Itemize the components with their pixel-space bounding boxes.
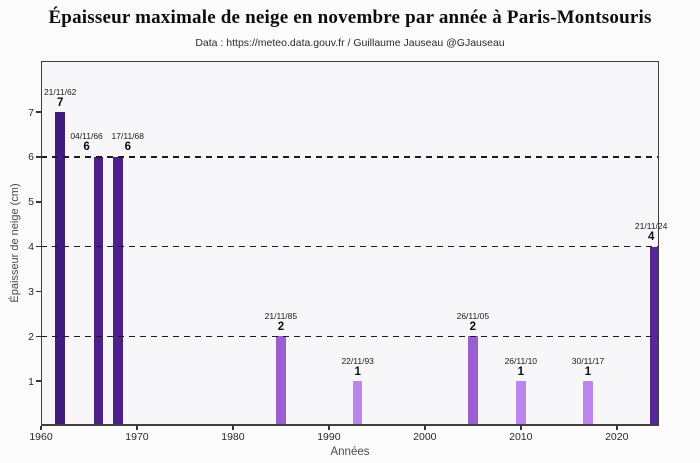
- y-tick-label-5: 5: [28, 196, 34, 209]
- gridline-y4: [41, 245, 659, 248]
- x-tick-1980: [232, 426, 234, 430]
- y-tick-label-1: 1: [28, 375, 34, 388]
- bar-date-label-1966: 04/11/66: [70, 131, 103, 142]
- bar-1968: [112, 156, 123, 426]
- y-tick-label-7: 7: [28, 106, 34, 119]
- y-tick-label-3: 3: [28, 285, 34, 298]
- x-axis-title: Années: [330, 446, 370, 458]
- x-tick-label-1980: 1980: [221, 431, 245, 443]
- x-tick-1960: [40, 426, 42, 430]
- y-tick-label-2: 2: [28, 330, 34, 343]
- bar-value-label-2005: 2: [469, 320, 477, 333]
- x-tick-label-2010: 2010: [509, 431, 533, 443]
- chart-title: Épaisseur maximale de neige en novembre …: [48, 7, 652, 28]
- y-tick-6: [36, 156, 41, 158]
- gridline-y2: [41, 335, 659, 338]
- bar-value-label-2010: 1: [517, 365, 525, 378]
- x-tick-2000: [424, 426, 426, 430]
- y-tick-4: [36, 245, 41, 248]
- x-tick-1970: [136, 426, 138, 430]
- bar-value-label-2024: 4: [647, 231, 655, 244]
- bar-value-label-2017: 1: [584, 365, 592, 378]
- x-tick-label-1990: 1990: [317, 431, 341, 443]
- x-tick-label-2000: 2000: [413, 431, 437, 443]
- x-tick-2010: [520, 426, 522, 430]
- y-tick-1: [36, 380, 41, 382]
- plot-area: 7 21/11/62 6 04/11/66 6 17/11/68 2 21/11/85 1 22/…: [41, 61, 667, 426]
- y-tick-7: [36, 111, 41, 113]
- y-tick-label-6: 6: [28, 151, 34, 164]
- bar-2010: [516, 381, 526, 426]
- y-tick-label-4: 4: [28, 241, 34, 254]
- bar-1993: [352, 381, 363, 426]
- y-tick-3: [36, 290, 41, 293]
- y-tick-2: [36, 335, 41, 338]
- x-tick-label-1960: 1960: [29, 431, 53, 443]
- bar-date-label-2024: 21/11/24: [634, 221, 668, 232]
- y-tick-5: [36, 201, 41, 203]
- bar-date-label-2010: 26/11/10: [504, 355, 538, 366]
- bar-date-label-1993: 22/11/93: [341, 355, 374, 366]
- bar-date-label-2017: 30/11/17: [571, 355, 605, 366]
- x-tick-2020: [616, 426, 618, 430]
- bar-value-label-1966: 6: [83, 141, 90, 154]
- bar-value-label-1968: 6: [124, 141, 131, 154]
- bar-1966: [93, 156, 104, 426]
- bar-value-label-1993: 1: [354, 365, 361, 378]
- bar-2005: [468, 336, 478, 426]
- bar-1962: [55, 112, 65, 426]
- bar-date-label-1962: 21/11/62: [43, 86, 77, 97]
- bar-value-label-1962: 7: [56, 96, 64, 109]
- x-tick-label-2020: 2020: [605, 431, 629, 443]
- x-tick-1990: [328, 426, 330, 430]
- x-tick-label-1970: 1970: [125, 431, 149, 443]
- y-axis-title: Épaisseur de neige (cm): [9, 183, 21, 303]
- bar-date-label-1968: 17/11/68: [111, 131, 144, 142]
- bar-2017: [583, 381, 593, 426]
- bar-date-label-2005: 26/11/05: [456, 310, 490, 321]
- bar-1985: [276, 336, 286, 426]
- gridline-y6: [41, 156, 659, 158]
- bar-date-label-1985: 21/11/85: [264, 310, 298, 321]
- bar-value-label-1985: 2: [277, 320, 285, 333]
- chart-subtitle: Data : https://meteo.data.gouv.fr / Guil…: [195, 37, 505, 49]
